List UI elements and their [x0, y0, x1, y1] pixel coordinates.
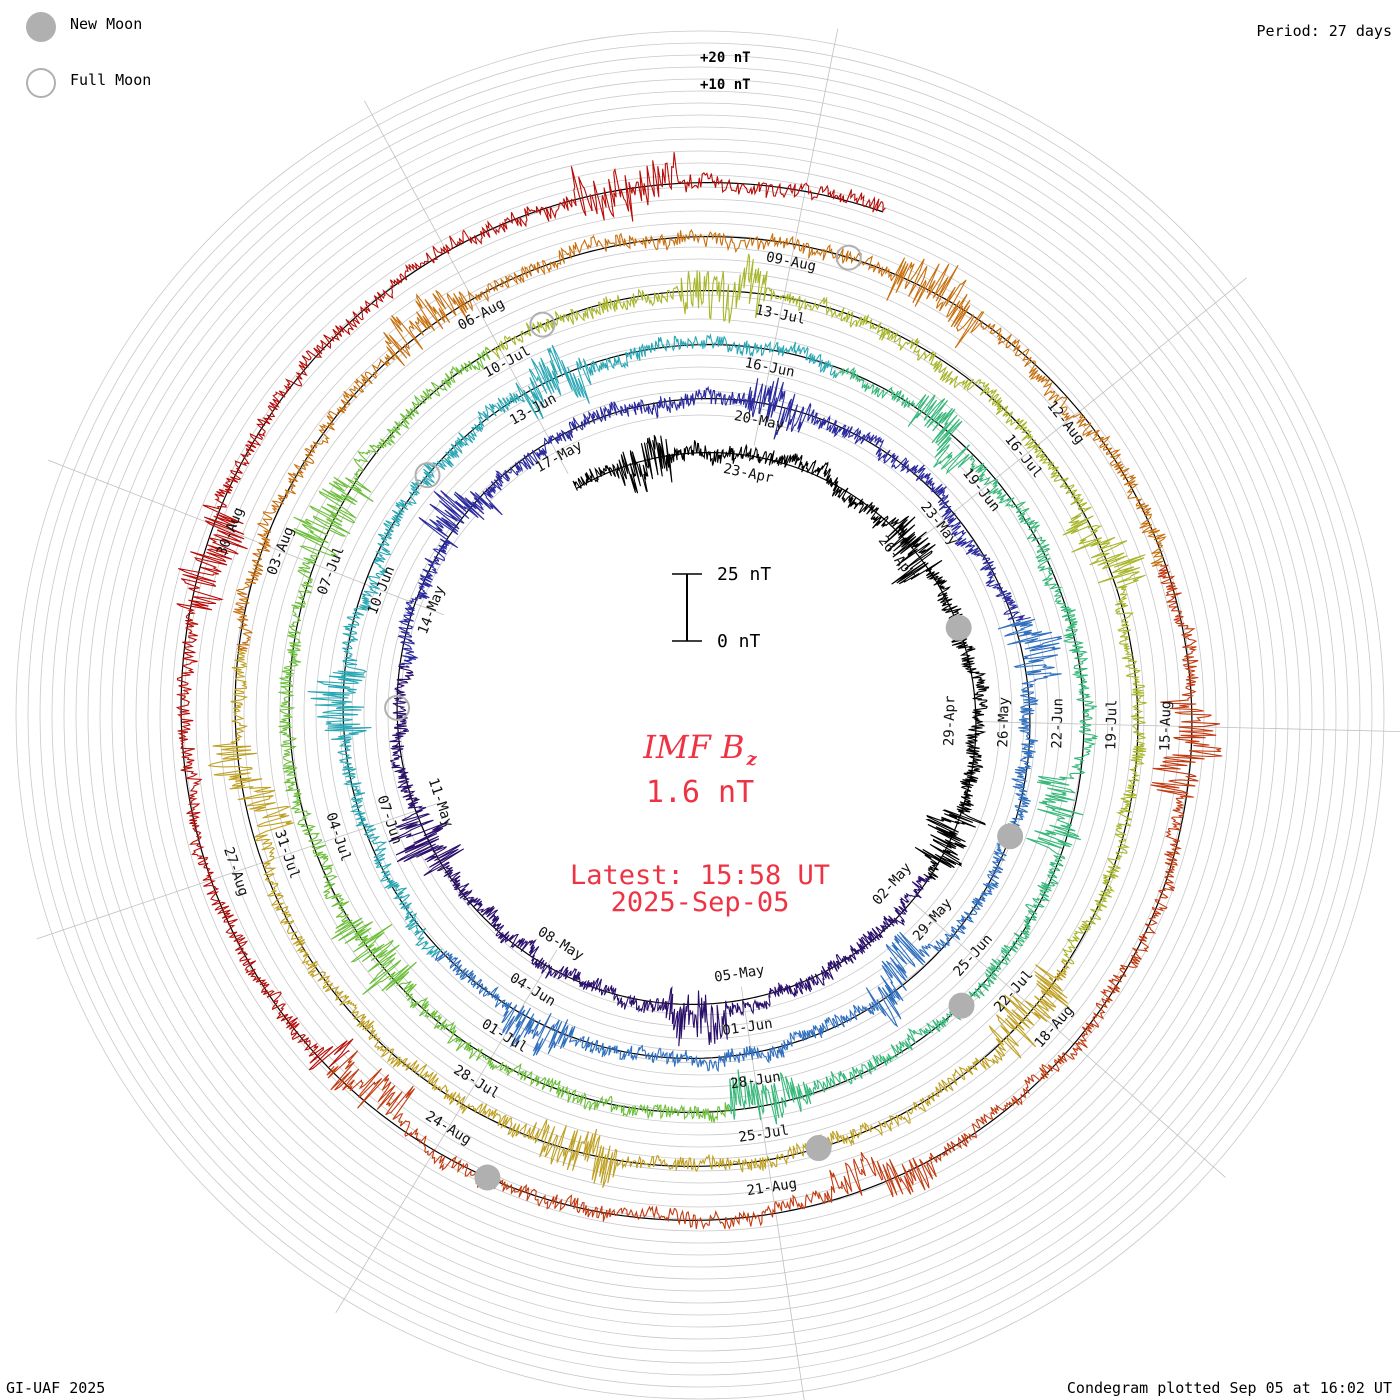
date-label: 05-May — [713, 962, 765, 985]
date-label: 23-Apr — [722, 461, 775, 487]
grid-ring — [159, 174, 1241, 1256]
date-label: 16-Jun — [743, 355, 796, 381]
current-value: 1.6 nT — [645, 775, 755, 810]
grid-ring — [375, 390, 1025, 1040]
grid-ring — [135, 150, 1265, 1280]
grid — [15, 28, 1400, 1400]
grid-ring — [63, 78, 1337, 1352]
bz-series-trace — [175, 152, 886, 1071]
date-label: 04-Jun — [507, 970, 559, 1010]
bz-series-trace — [486, 253, 1147, 965]
grid-ring — [123, 138, 1277, 1292]
bz-series-trace — [207, 649, 1071, 1188]
bz-series-trace — [232, 229, 1167, 652]
date-label: 17-May — [533, 438, 585, 476]
latest-date: 2025-Sep-05 — [610, 887, 790, 918]
full-moon-marker — [384, 694, 411, 721]
grid-ring — [255, 270, 1145, 1160]
bz-series-trace — [278, 346, 730, 1123]
period-label: Period: 27 days — [1256, 22, 1392, 40]
new-moon-marker — [948, 992, 975, 1019]
date-label: 25-Jul — [738, 1122, 790, 1145]
grid-ring — [27, 42, 1373, 1388]
moon-markers — [384, 244, 1024, 1191]
grid-spoke — [47, 459, 445, 616]
parameter-subscript: z — [746, 749, 757, 770]
date-label: 26-May — [995, 697, 1012, 748]
grid-ring — [171, 186, 1229, 1244]
date-label: 24-Aug — [422, 1108, 474, 1148]
scale-bottom-label: 0 nT — [717, 631, 761, 652]
grid-ring — [99, 114, 1301, 1316]
new-moon-marker — [945, 614, 972, 641]
date-label: 21-Aug — [746, 1176, 798, 1199]
grid-ring — [363, 378, 1037, 1052]
date-label: 22-Jul — [991, 967, 1036, 1016]
credit-label: GI-UAF 2025 — [6, 1379, 106, 1397]
new-moon-marker — [997, 823, 1024, 850]
new-moon-marker — [805, 1135, 832, 1162]
date-label: 28-Jun — [729, 1069, 781, 1092]
full-moon-marker — [414, 462, 441, 489]
offset-labels: +20 nT +10 nT — [700, 50, 751, 93]
grid-spoke — [906, 896, 1226, 1178]
bz-series-trace — [307, 332, 837, 958]
date-label: 29-Apr — [941, 695, 958, 746]
grid-ring — [147, 162, 1253, 1268]
date-label: 01-Jun — [721, 1016, 773, 1039]
grid-ring — [15, 30, 1385, 1400]
date-label: 22-Jun — [1049, 698, 1066, 749]
legend-new-moon-label: New Moon — [70, 15, 143, 33]
grid-ring — [243, 258, 1157, 1172]
grid-ring — [39, 54, 1361, 1376]
offset-label-10: +10 nT — [700, 77, 751, 93]
grid-ring — [183, 198, 1217, 1232]
bz-series-trace — [388, 665, 931, 1047]
legend-full-moon-label: Full Moon — [70, 71, 152, 89]
grid-spoke — [335, 949, 558, 1313]
offset-label-20: +20 nT — [700, 50, 751, 66]
bz-series-trace — [326, 564, 1223, 1230]
date-label: 15-Aug — [1157, 701, 1174, 752]
grid-ring — [303, 318, 1097, 1112]
date-label: 20-May — [733, 408, 786, 434]
grid-ring — [279, 294, 1121, 1136]
date-label: 01-Jul — [479, 1016, 531, 1056]
grid-spoke — [753, 28, 839, 446]
grid-ring — [87, 102, 1313, 1328]
grid-ring — [399, 414, 1001, 1016]
new-moon-icon — [26, 12, 56, 42]
grid-ring — [51, 66, 1349, 1364]
full-moon-icon — [26, 68, 56, 98]
scale-top-label: 25 nT — [717, 564, 771, 585]
bz-series-trace — [434, 618, 1063, 1073]
bz-series-trace — [397, 377, 1031, 666]
plotted-label: Condegram plotted Sep 05 at 16:02 UT — [1066, 1379, 1392, 1397]
parameter-name: IMF B — [643, 728, 745, 766]
series-group — [175, 152, 1223, 1230]
scale-bar: 25 nT 0 nT — [672, 564, 771, 652]
new-moon-marker — [474, 1164, 501, 1191]
grid-spoke — [914, 277, 1247, 544]
grid-ring — [291, 306, 1109, 1124]
date-label: 19-Jul — [1103, 699, 1120, 750]
grid-ring — [327, 342, 1073, 1088]
full-moon-marker — [529, 311, 556, 338]
full-moon-marker — [835, 244, 862, 271]
grid-ring — [75, 90, 1325, 1340]
grid-ring — [111, 126, 1289, 1304]
bz-series-trace — [727, 366, 1099, 1125]
latest-time: Latest: 15:58 UT — [569, 860, 831, 891]
bz-series-trace — [572, 434, 990, 881]
grid-ring — [231, 246, 1169, 1184]
